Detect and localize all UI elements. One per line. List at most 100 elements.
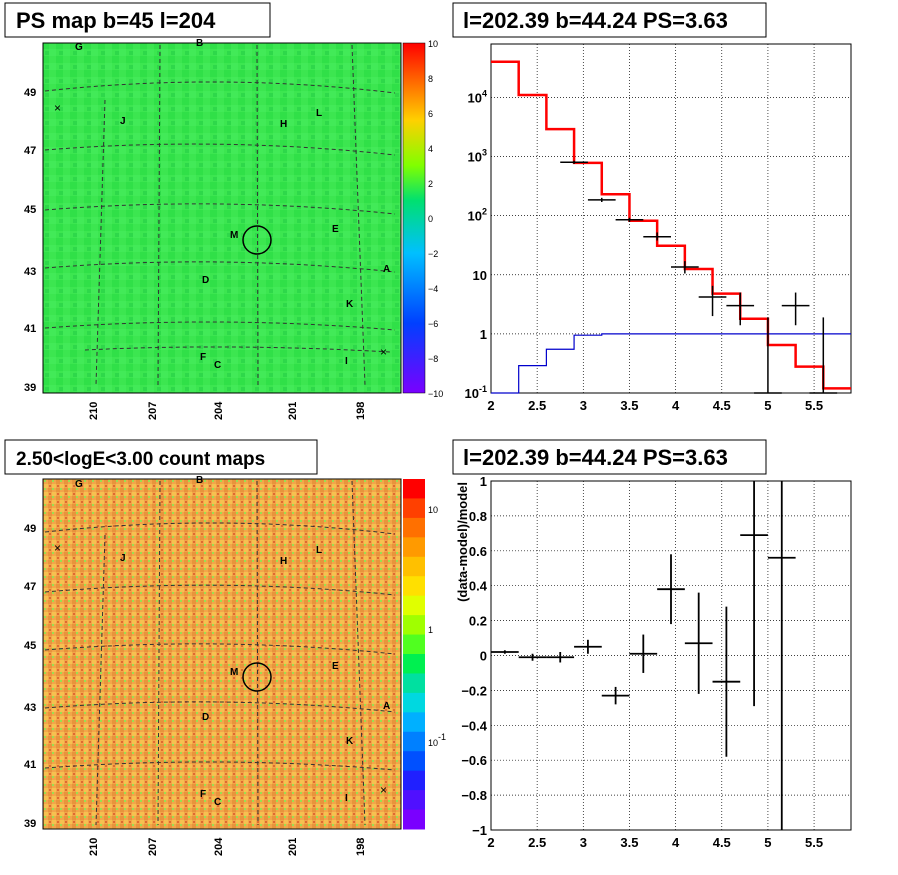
source-label-B: B <box>196 475 203 486</box>
ps-map-target-circle <box>242 225 272 255</box>
residual-y-tick: 0 <box>480 649 487 664</box>
count-colorbar-cell <box>403 673 425 694</box>
residual-y-tick: −0.8 <box>461 788 487 803</box>
map-y-tick: 39 <box>24 382 36 394</box>
map-y-tick: 41 <box>24 323 36 335</box>
ps-map-title: PS map b=45 l=204 <box>16 8 216 33</box>
red-step-line <box>491 60 851 390</box>
source-label-K: K <box>346 299 354 310</box>
source-label-C: C <box>214 360 221 371</box>
source-label-A: A <box>383 701 390 712</box>
source-label-I: I <box>345 356 348 367</box>
source-label-H: H <box>280 119 287 130</box>
ps-colorbar-tick: 0 <box>428 214 433 224</box>
map-y-tick: 41 <box>24 759 36 771</box>
residual-y-tick: 0.2 <box>469 614 487 629</box>
source-label-L: L <box>316 108 322 119</box>
count-map-image <box>42 478 402 830</box>
residual-panel: l=202.39 b=44.24 PS=3.63 2 2.5 3 3.5 4 4.5 5 5.… <box>452 439 852 850</box>
count-colorbar-cell <box>403 712 425 733</box>
residual-y-tick: 0.4 <box>469 579 488 594</box>
residual-y-tick: 0.8 <box>469 509 487 524</box>
map-y-tick: 39 <box>24 818 36 830</box>
count-map-cross-left: × <box>54 541 61 555</box>
ps-colorbar-tick: −8 <box>428 354 438 364</box>
map-y-tick: 43 <box>24 266 36 278</box>
residual-x-tick: 3 <box>580 835 587 850</box>
count-map-title-box <box>4 439 318 475</box>
map-x-tick: 207 <box>147 402 159 420</box>
map-x-tick: 198 <box>355 402 367 420</box>
source-label-E: E <box>332 224 339 235</box>
count-colorbar-cell <box>403 576 425 597</box>
source-label-M: M <box>230 230 238 241</box>
count-colorbar-tick: 1 <box>428 625 433 635</box>
spectrum-title-box <box>452 2 767 38</box>
count-colorbar-cell <box>403 809 425 830</box>
count-map-title: 2.50<logE<3.00 count maps <box>16 449 265 470</box>
source-label-E: E <box>332 661 339 672</box>
ps-colorbar-tick: −6 <box>428 319 438 329</box>
source-label-G: G <box>75 42 83 53</box>
residual-x-tick: 5 <box>764 835 771 850</box>
residual-y-tick: 0.6 <box>469 544 487 559</box>
ps-map-panel: PS map b=45 l=204 × × G B J H L M E D A K FC I 49 47… <box>4 2 443 420</box>
map-x-tick: 201 <box>287 838 299 856</box>
residual-title-box <box>452 439 767 475</box>
spectrum-x-tick: 5 <box>764 398 771 413</box>
residual-y-label: (data-model)/model <box>455 482 470 602</box>
map-x-tick: 204 <box>213 837 225 856</box>
spectrum-x-tick: 3 <box>580 398 587 413</box>
source-label-B: B <box>196 38 203 49</box>
count-colorbar-cell <box>403 692 425 713</box>
source-label-D: D <box>202 712 209 723</box>
residual-x-tick: 2.5 <box>528 835 546 850</box>
map-y-tick: 47 <box>24 145 36 157</box>
ps-colorbar-tick: 4 <box>428 144 433 154</box>
source-label-G: G <box>75 479 83 490</box>
count-colorbar-cell <box>403 634 425 655</box>
residual-y-tick: −0.6 <box>461 753 487 768</box>
count-map-panel: 2.50<logE<3.00 count maps × × G B J H L M E D A K… <box>4 439 446 856</box>
residual-y-tick: −0.4 <box>461 718 487 733</box>
map-y-tick: 47 <box>24 581 36 593</box>
count-colorbar-cell <box>403 556 425 577</box>
map-y-tick: 45 <box>24 640 36 652</box>
spectrum-y-tick: 10-1 <box>465 384 487 401</box>
map-y-tick: 49 <box>24 523 36 535</box>
count-colorbar-cell <box>403 479 425 499</box>
map-x-tick: 210 <box>88 402 100 420</box>
spectrum-frame <box>490 43 852 394</box>
source-label-F: F <box>200 789 206 800</box>
count-colorbar-cell <box>403 498 425 519</box>
spectrum-y-tick: 104 <box>468 88 487 105</box>
ps-map-cross-right: × <box>380 345 387 359</box>
map-x-tick: 198 <box>355 838 367 856</box>
ps-colorbar-tick: 2 <box>428 179 433 189</box>
count-colorbar-cell <box>403 537 425 558</box>
count-colorbar <box>403 479 425 830</box>
ps-colorbar <box>402 42 426 394</box>
source-label-M: M <box>230 667 238 678</box>
spectrum-y-tick: 103 <box>468 148 487 165</box>
count-colorbar-cell <box>403 654 425 674</box>
residual-x-tick: 2 <box>487 835 494 850</box>
source-label-J: J <box>120 553 126 564</box>
residual-y-tick: −1 <box>472 823 487 838</box>
map-x-tick: 207 <box>147 838 159 856</box>
map-y-tick: 45 <box>24 204 36 216</box>
source-label-A: A <box>383 264 390 275</box>
residual-x-tick: 4.5 <box>713 835 731 850</box>
count-colorbar-cell <box>403 790 425 811</box>
source-label-K: K <box>346 736 354 747</box>
count-colorbar-cell <box>403 517 425 538</box>
source-label-I: I <box>345 793 348 804</box>
count-map-cross-right: × <box>380 783 387 797</box>
residual-x-tick: 4 <box>672 835 680 850</box>
ps-map-grid <box>44 44 396 386</box>
source-label-H: H <box>280 556 287 567</box>
count-colorbar-cell <box>403 615 425 636</box>
spectrum-x-tick: 4 <box>672 398 680 413</box>
ps-colorbar-tick: −2 <box>428 249 438 259</box>
